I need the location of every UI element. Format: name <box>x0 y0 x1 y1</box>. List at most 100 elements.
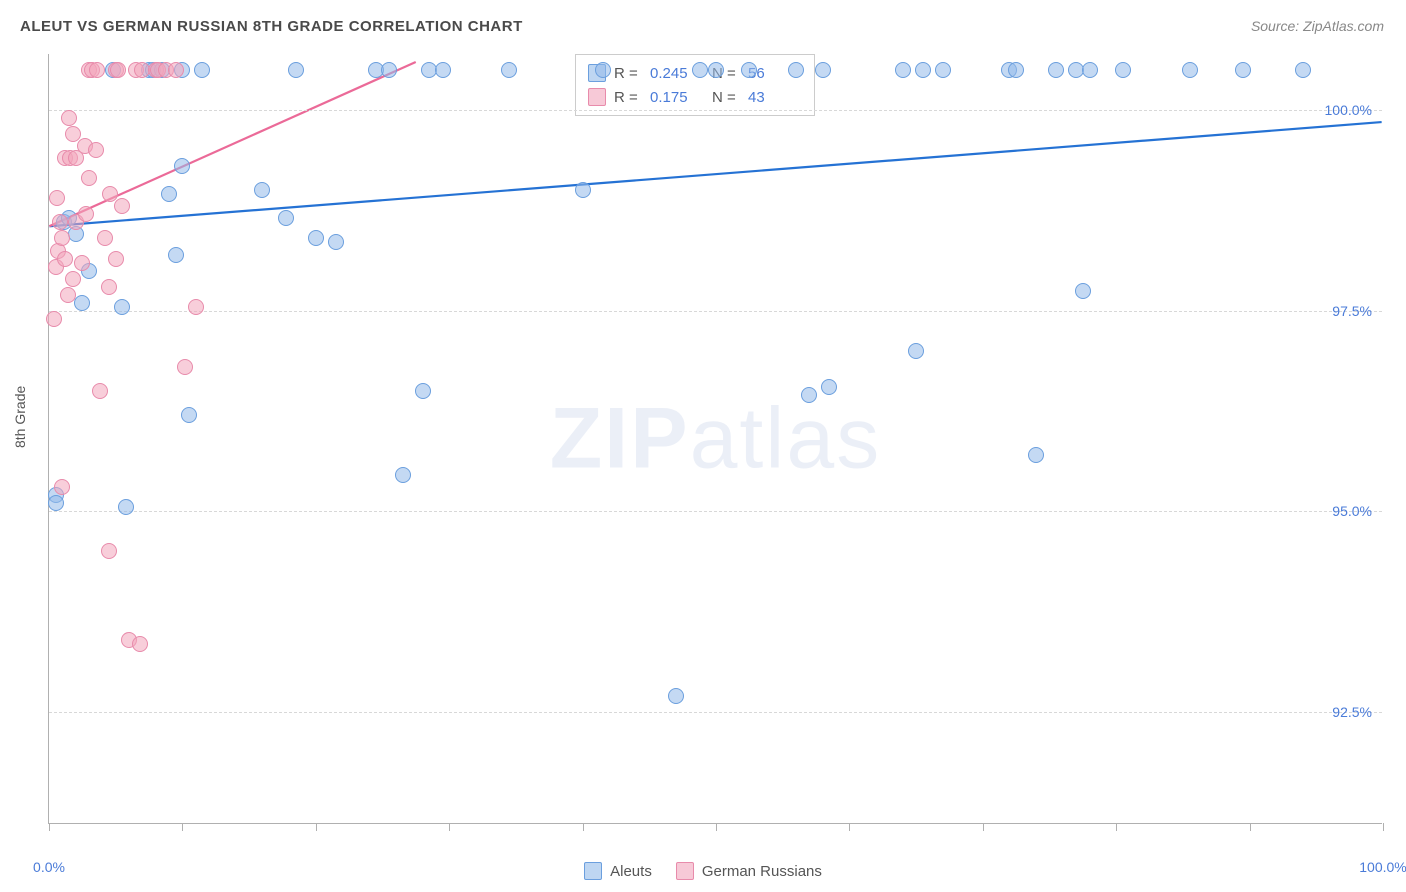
data-point <box>815 62 831 78</box>
data-point <box>177 359 193 375</box>
ytick-label: 100.0% <box>1325 102 1372 118</box>
watermark-atlas: atlas <box>690 390 882 486</box>
watermark-zip: ZIP <box>550 390 690 486</box>
pink-n-value: 43 <box>748 89 802 106</box>
data-point <box>908 343 924 359</box>
data-point <box>595 62 611 78</box>
data-point <box>48 495 64 511</box>
data-point <box>1028 447 1044 463</box>
data-point <box>65 271 81 287</box>
n-label: N = <box>712 89 740 106</box>
data-point <box>1048 62 1064 78</box>
data-point <box>1295 62 1311 78</box>
data-point <box>895 62 911 78</box>
data-point <box>101 279 117 295</box>
pink-r-value: 0.175 <box>650 89 704 106</box>
gridline <box>49 712 1382 713</box>
data-point <box>114 198 130 214</box>
data-point <box>110 62 126 78</box>
data-point <box>161 186 177 202</box>
data-point <box>1182 62 1198 78</box>
data-point <box>88 142 104 158</box>
data-point <box>46 311 62 327</box>
xtick <box>983 823 984 831</box>
xtick <box>1383 823 1384 831</box>
xtick <box>449 823 450 831</box>
data-point <box>81 170 97 186</box>
bottom-legend: Aleuts German Russians <box>0 862 1406 880</box>
data-point <box>118 499 134 515</box>
legend-label-aleuts: Aleuts <box>610 863 652 880</box>
y-axis-label: 8th Grade <box>12 386 28 448</box>
data-point <box>74 295 90 311</box>
source-attribution: Source: ZipAtlas.com <box>1251 18 1384 34</box>
data-point <box>328 234 344 250</box>
data-point <box>92 383 108 399</box>
data-point <box>821 379 837 395</box>
xtick <box>583 823 584 831</box>
trend-line <box>49 122 1381 226</box>
data-point <box>54 479 70 495</box>
source-link[interactable]: ZipAtlas.com <box>1303 18 1384 34</box>
data-point <box>692 62 708 78</box>
data-point <box>415 383 431 399</box>
xtick <box>1250 823 1251 831</box>
data-point <box>254 182 270 198</box>
data-point <box>60 287 76 303</box>
data-point <box>501 62 517 78</box>
data-point <box>174 158 190 174</box>
data-point <box>1115 62 1131 78</box>
ytick-label: 92.5% <box>1332 704 1372 720</box>
swatch-pink-icon <box>676 862 694 880</box>
data-point <box>381 62 397 78</box>
data-point <box>78 206 94 222</box>
trend-lines <box>49 54 1382 823</box>
data-point <box>308 230 324 246</box>
data-point <box>575 182 591 198</box>
data-point <box>741 62 757 78</box>
trend-line <box>49 62 415 226</box>
data-point <box>57 251 73 267</box>
gridline <box>49 311 1382 312</box>
stat-row-pink: R = 0.175 N = 43 <box>588 85 802 109</box>
ytick-label: 95.0% <box>1332 503 1372 519</box>
ytick-label: 97.5% <box>1332 303 1372 319</box>
data-point <box>54 230 70 246</box>
data-point <box>668 688 684 704</box>
xtick <box>716 823 717 831</box>
legend-label-germans: German Russians <box>702 863 822 880</box>
data-point <box>395 467 411 483</box>
data-point <box>49 190 65 206</box>
data-point <box>108 251 124 267</box>
xtick <box>49 823 50 831</box>
xtick <box>1116 823 1117 831</box>
chart-title: ALEUT VS GERMAN RUSSIAN 8TH GRADE CORREL… <box>20 18 523 35</box>
plot-area: ZIPatlas R = 0.245 N = 56 R = 0.175 N = … <box>48 54 1382 824</box>
data-point <box>915 62 931 78</box>
data-point <box>278 210 294 226</box>
data-point <box>801 387 817 403</box>
xtick <box>316 823 317 831</box>
data-point <box>61 110 77 126</box>
chart-container: ALEUT VS GERMAN RUSSIAN 8TH GRADE CORREL… <box>0 0 1406 892</box>
data-point <box>101 543 117 559</box>
legend-item-germans: German Russians <box>676 862 822 880</box>
data-point <box>1008 62 1024 78</box>
data-point <box>168 62 184 78</box>
data-point <box>935 62 951 78</box>
data-point <box>74 255 90 271</box>
data-point <box>52 214 68 230</box>
data-point <box>114 299 130 315</box>
data-point <box>194 62 210 78</box>
gridline <box>49 110 1382 111</box>
r-label: R = <box>614 65 642 82</box>
gridline <box>49 511 1382 512</box>
r-label: R = <box>614 89 642 106</box>
source-label: Source: <box>1251 18 1303 34</box>
data-point <box>1075 283 1091 299</box>
data-point <box>181 407 197 423</box>
swatch-pink-icon <box>588 88 606 106</box>
watermark: ZIPatlas <box>550 389 881 488</box>
data-point <box>188 299 204 315</box>
data-point <box>168 247 184 263</box>
